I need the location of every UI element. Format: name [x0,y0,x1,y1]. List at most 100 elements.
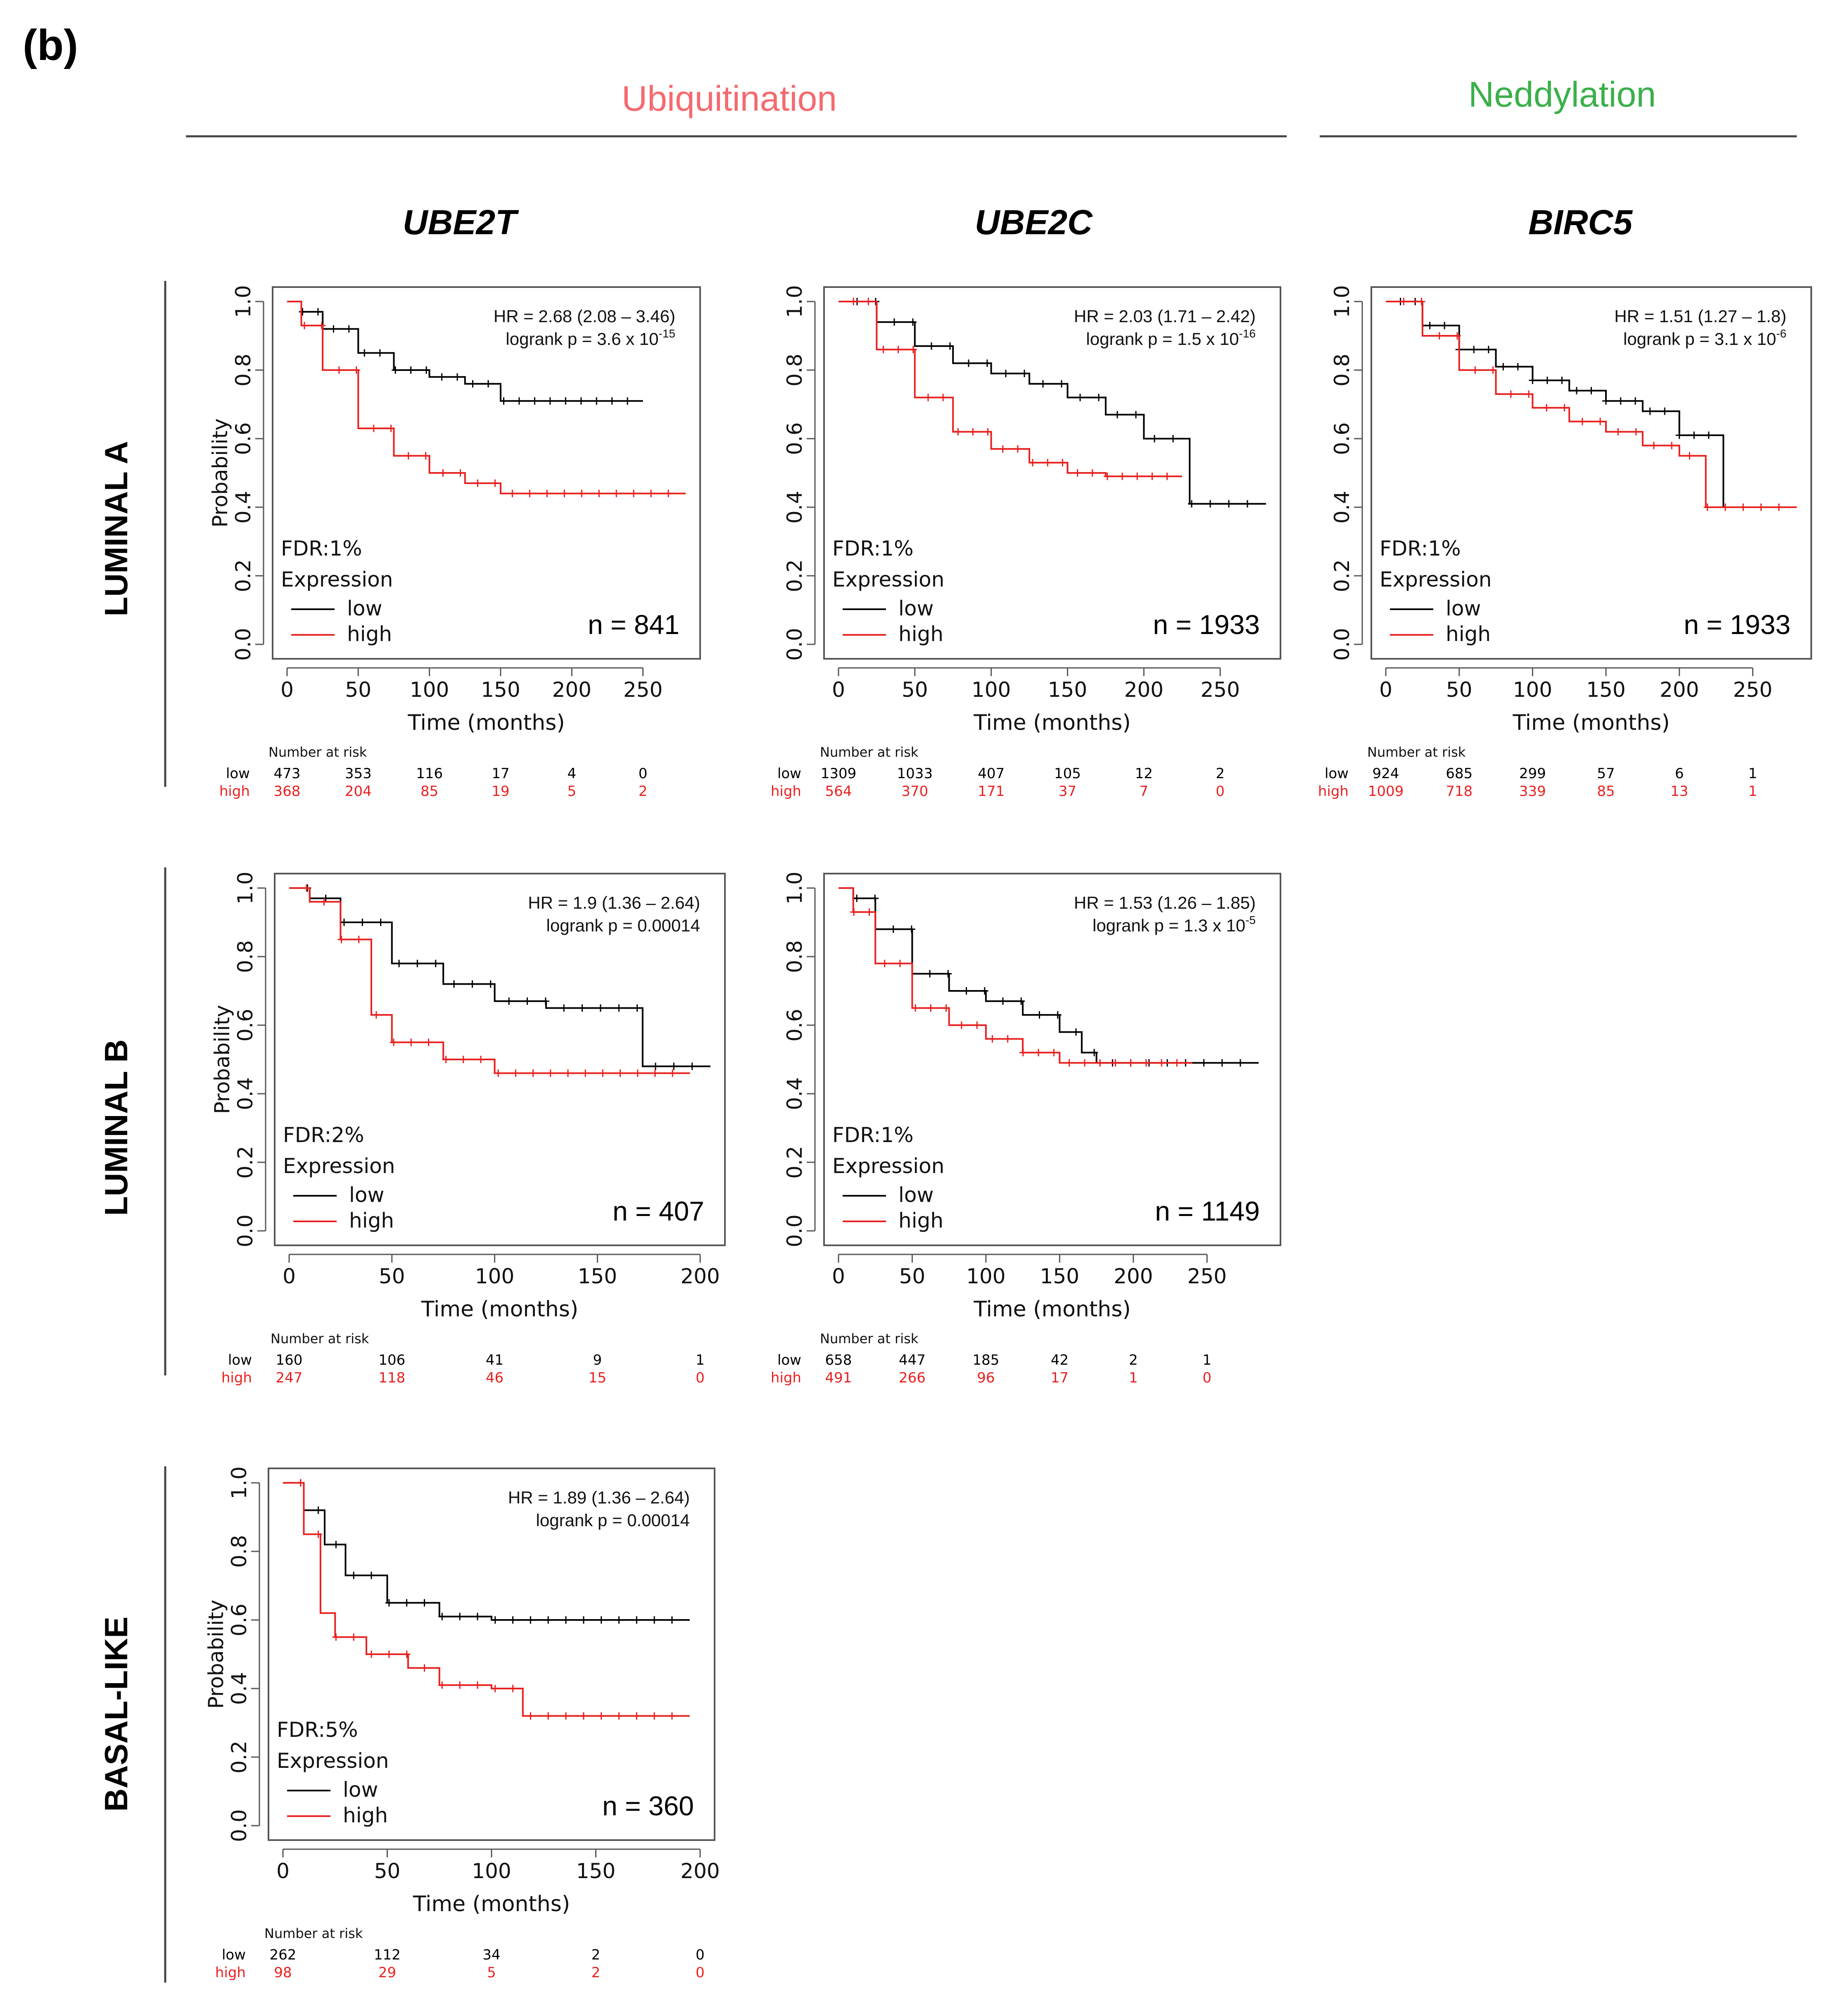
risk-count-high: 491 [825,1370,852,1386]
x-tick-label: 150 [576,1859,615,1883]
risk-row-label-low: low [222,1947,246,1963]
sample-size: n = 841 [588,609,679,640]
risk-count-high: 0 [1216,783,1225,800]
y-tick-label: 0.8 [1330,354,1354,387]
y-tick-label: 0.6 [1330,422,1354,455]
km-panel-lumA-BIRC5: 0.0 0.2 0.4 0.6 0.8 1.0 0 50 100 150 200 250 Time (m… [1318,285,1812,800]
censor-mark-high [544,1712,552,1720]
x-axis-title: Time (months) [973,710,1131,735]
censor-mark-low [578,1004,586,1012]
censor-mark-high [529,1069,537,1077]
x-tick-label: 50 [345,678,372,702]
censor-mark-high [578,489,586,497]
legend-label-low: low [1446,596,1481,620]
risk-count-low: 4 [567,765,576,782]
risk-count-high: 564 [825,783,852,800]
censor-mark-high [1081,1059,1088,1067]
censor-mark-low [1169,435,1177,442]
censor-mark-low [580,1616,587,1624]
censor-mark-low [527,1616,534,1624]
censor-mark-low [413,960,421,967]
censor-mark-low [983,359,991,367]
censor-mark-low [909,318,917,326]
censor-mark-low [1558,376,1566,384]
y-tick-label: 0.2 [227,1741,251,1774]
x-tick-label: 100 [410,678,449,702]
censor-mark-high [420,1664,428,1672]
km-curve-high [838,301,1182,477]
censor-mark-high [332,1633,340,1641]
censor-mark-low [546,397,554,405]
risk-count-low: 1309 [821,765,857,782]
sample-size: n = 360 [602,1791,694,1821]
censor-mark-high [1614,428,1622,436]
censor-mark-low [577,397,585,405]
y-tick-label: 0.2 [233,1146,257,1179]
x-tick-label: 150 [1586,678,1625,702]
risk-count-low: 685 [1446,765,1473,782]
censor-mark-low [1573,387,1580,394]
plot-frame [272,286,701,660]
censor-mark-low [377,919,385,926]
censor-mark-high [647,489,655,497]
censor-mark-high [1418,298,1425,305]
y-tick-label: 0.0 [227,1809,251,1842]
hazard-ratio: HR = 1.9 (1.36 – 2.64) [528,893,700,912]
censor-mark-low [624,397,632,405]
y-tick-label: 0.8 [233,940,257,973]
censor-mark-low [385,1599,393,1607]
censor-mark-high [508,489,516,497]
risk-count-low: 42 [1051,1352,1069,1368]
fdr-label: FDR:1% [832,1123,914,1147]
risk-count-high: 96 [977,1370,995,1386]
censor-mark-high [1561,404,1568,412]
censor-mark-low [670,1062,678,1070]
censor-mark-high [651,1712,658,1720]
censor-mark-high [1632,428,1640,436]
censor-mark-low [1021,370,1028,378]
censor-mark-low [1441,322,1449,330]
censor-mark-low [1039,380,1047,388]
censor-mark-low [1225,500,1233,508]
risk-count-high: 85 [420,783,438,800]
risk-count-high: 2 [591,1964,601,1981]
y-tick-label: 0.4 [227,1672,251,1705]
group-label-neddylation: Neddylation [1468,75,1656,114]
risk-count-high: 368 [274,783,301,800]
y-tick-label: 0.6 [227,1603,251,1636]
km-curve-low [1386,301,1724,507]
y-tick-label: 1.0 [231,285,255,318]
risk-row-label-low: low [228,1352,252,1368]
censor-mark-high [954,428,962,436]
censor-mark-high [1119,473,1126,480]
risk-count-low: 17 [492,765,509,782]
censor-mark-low [468,980,476,988]
risk-count-high: 266 [899,1370,926,1386]
legend-title: Expression [832,568,944,591]
censor-mark-low [688,1062,696,1070]
censor-mark-high [1035,1049,1043,1057]
legend-label-high: high [898,622,943,646]
censor-mark-high [912,1004,919,1012]
censor-mark-high [973,1021,981,1029]
km-curve-high [1386,301,1797,508]
risk-row-label-low: low [226,765,250,782]
risk-count-low: 407 [978,765,1005,782]
censor-mark-low [438,1613,446,1620]
y-tick-label: 0.8 [231,354,255,387]
censor-mark-low [330,325,337,333]
censor-mark-high [1029,459,1037,467]
censor-mark-high [512,1069,520,1077]
censor-mark-low [560,1004,568,1012]
censor-mark-low [907,925,915,933]
y-tick-label: 0.2 [783,1146,807,1179]
km-curve-low [289,887,710,1067]
legend-title: Expression [283,1154,395,1178]
censor-mark-high [1065,1059,1073,1067]
hazard-ratio: HR = 2.03 (1.71 – 2.42) [1074,306,1256,326]
censor-mark-low [946,342,954,350]
censor-mark-high [474,1681,481,1689]
censor-mark-high [456,469,464,477]
